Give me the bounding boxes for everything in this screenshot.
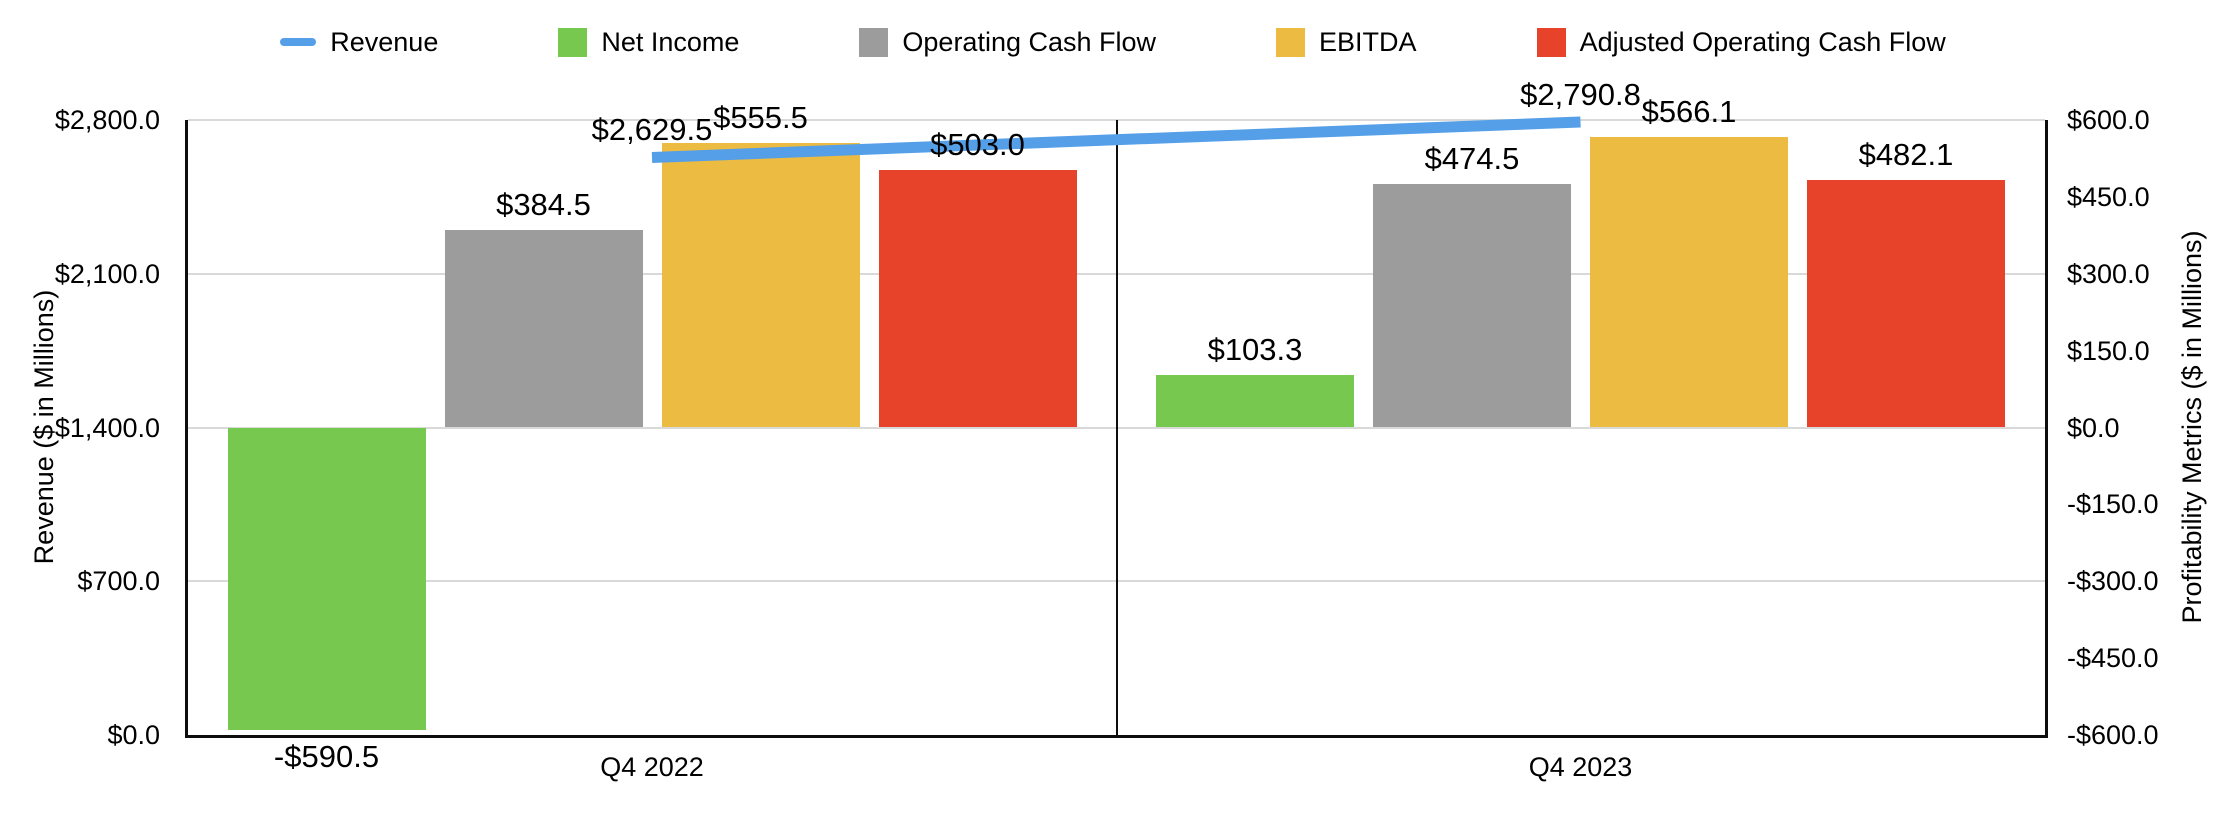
bar-net-income-q4-2023 — [1156, 374, 1354, 428]
legend-item-adjusted-operating-cash-flow: Adjusted Operating Cash Flow — [1536, 26, 1946, 57]
legend-label-operating-cash-flow: Operating Cash Flow — [902, 26, 1157, 57]
value-label-net-income-q4-2022: -$590.5 — [273, 739, 380, 775]
bar-adjusted-operating-cash-flow-q4-2022 — [878, 169, 1077, 428]
category-label-q4-2023: Q4 2023 — [1528, 752, 1633, 782]
bar-net-income-q4-2022 — [227, 427, 426, 731]
right-axis-tick--600-0: $600.0 — [2067, 105, 2150, 135]
value-label-ebitda-q4-2022: $555.5 — [713, 99, 808, 135]
left-axis-tick--2-100-0: $2,100.0 — [54, 258, 160, 289]
x-axis-line — [185, 735, 2048, 738]
left-axis-title: Revenue ($ in Millions) — [29, 289, 59, 565]
right-axis-tick--300-0: $300.0 — [2067, 258, 2150, 289]
legend-item-ebitda: EBITDA — [1276, 26, 1417, 57]
bar-adjusted-operating-cash-flow-q4-2023 — [1807, 180, 2005, 428]
left-axis-line — [185, 120, 188, 735]
legend-swatch-revenue-line-icon — [280, 38, 317, 46]
category-separator-line — [1116, 120, 1118, 735]
bar-ebitda-q4-2022 — [661, 142, 860, 428]
value-label-revenue-q4-2022: $2,629.5 — [591, 112, 713, 148]
right-axis-tick--450-0: -$450.0 — [2067, 643, 2159, 674]
legend-swatch-operating-cash-flow-square-icon — [859, 27, 889, 57]
right-axis-tick--150-0: -$150.0 — [2067, 489, 2159, 520]
right-axis-tick--0-0: $0.0 — [2067, 412, 2120, 443]
right-axis-tick--450-0: $450.0 — [2067, 181, 2150, 212]
chart-legend: Revenue Net Income Operating Cash Flow EBIT… — [0, 14, 2226, 70]
legend-label-ebitda: EBITDA — [1319, 26, 1417, 57]
legend-swatch-ebitda-square-icon — [1276, 27, 1306, 57]
legend-item-operating-cash-flow: Operating Cash Flow — [859, 26, 1157, 57]
legend-label-adjusted-operating-cash-flow: Adjusted Operating Cash Flow — [1579, 26, 1946, 57]
legend-item-net-income: Net Income — [558, 26, 740, 57]
legend-label-net-income: Net Income — [601, 26, 740, 57]
right-axis-line — [2045, 120, 2048, 735]
bar-operating-cash-flow-q4-2023 — [1373, 184, 1571, 428]
bar-operating-cash-flow-q4-2022 — [444, 230, 643, 428]
value-label-net-income-q4-2023: $103.3 — [1207, 331, 1303, 367]
legend-label-revenue: Revenue — [330, 26, 439, 57]
value-label-ebitda-q4-2023: $566.1 — [1641, 94, 1737, 130]
right-axis-title: Profitability Metrics ($ in Millions) — [2177, 230, 2207, 624]
value-label-revenue-q4-2023: $2,790.8 — [1520, 77, 1641, 113]
right-axis-tick--150-0: $150.0 — [2067, 335, 2150, 366]
right-axis-tick--300-0: -$300.0 — [2067, 566, 2159, 597]
category-label-q4-2022: Q4 2022 — [600, 752, 704, 782]
legend-swatch-adjusted-operating-cash-flow-square-icon — [1536, 27, 1566, 57]
right-axis-tick--600-0: -$600.0 — [2067, 720, 2159, 750]
bar-ebitda-q4-2023 — [1590, 137, 1788, 428]
value-label-operating-cash-flow-q4-2023: $474.5 — [1424, 141, 1520, 177]
left-axis-tick--2-800-0: $2,800.0 — [54, 105, 160, 135]
left-axis-tick--0-0: $0.0 — [107, 720, 160, 750]
legend-swatch-net-income-square-icon — [558, 27, 588, 57]
legend-item-revenue: Revenue — [280, 26, 439, 57]
value-label-adjusted-operating-cash-flow-q4-2023: $482.1 — [1858, 137, 1954, 173]
left-axis-tick--1-400-0: $1,400.0 — [54, 412, 160, 443]
left-axis-tick--700-0: $700.0 — [77, 566, 160, 597]
value-label-adjusted-operating-cash-flow-q4-2022: $503.0 — [930, 126, 1025, 162]
value-label-operating-cash-flow-q4-2022: $384.5 — [496, 187, 591, 223]
